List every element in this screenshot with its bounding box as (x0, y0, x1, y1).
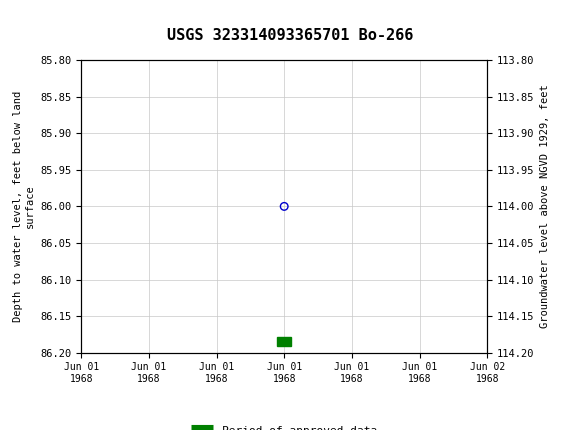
Bar (277, 337, 291, 346)
Y-axis label: Depth to water level, feet below land
surface: Depth to water level, feet below land su… (13, 91, 35, 322)
Legend: Period of approved data: Period of approved data (187, 422, 382, 430)
Text: USGS 323314093365701 Bo-266: USGS 323314093365701 Bo-266 (167, 28, 413, 43)
Point (280, 203, 289, 210)
Y-axis label: Groundwater level above NGVD 1929, feet: Groundwater level above NGVD 1929, feet (540, 85, 550, 328)
Text: USGS: USGS (377, 7, 428, 25)
